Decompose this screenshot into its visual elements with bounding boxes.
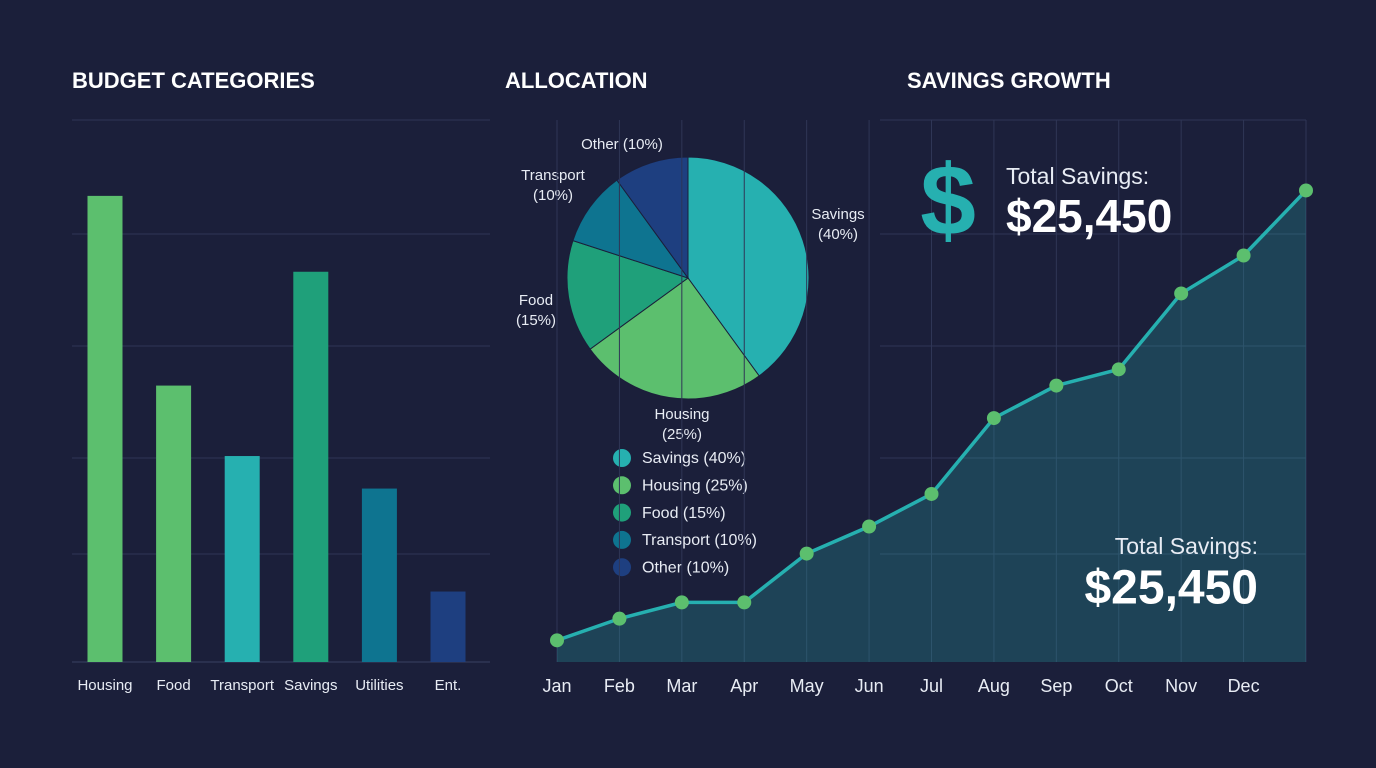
x-tick-label: Apr: [730, 676, 758, 696]
x-tick-label: Dec: [1228, 676, 1260, 696]
legend-swatch: [613, 530, 631, 549]
pie-slice: [589, 277, 760, 400]
slice-label: Food: [519, 292, 553, 309]
x-tick-label: Transport: [210, 677, 274, 694]
x-tick-label: May: [790, 676, 824, 696]
chart-title: SAVINGS GROWTH: [907, 68, 1111, 93]
x-tick-label: Jul: [920, 676, 943, 696]
bar: [293, 271, 329, 662]
legend-swatch: [613, 476, 631, 495]
area: [557, 190, 1306, 662]
x-tick-label: Mar: [666, 676, 697, 696]
point: [1049, 378, 1064, 393]
point: [1299, 183, 1313, 198]
bar: [430, 591, 466, 662]
point: [1174, 286, 1189, 301]
x-tick-label: Sep: [1040, 676, 1072, 696]
x-tick-label: Nov: [1165, 676, 1197, 696]
total-value: $25,450: [1084, 562, 1258, 615]
x-tick-label: Feb: [604, 676, 635, 696]
slice-label: (10%): [533, 187, 573, 204]
legend-label: Food (15%): [642, 505, 726, 522]
bar: [156, 385, 192, 662]
slice-label: Savings: [811, 206, 864, 223]
point: [550, 633, 564, 648]
legend-label: Savings (40%): [642, 450, 746, 467]
total-label: Total Savings:: [1006, 163, 1149, 189]
slice-label: Transport: [521, 167, 585, 184]
point: [674, 595, 689, 610]
x-tick-label: Oct: [1105, 676, 1133, 696]
point: [1111, 362, 1126, 377]
x-tick-label: Jan: [542, 676, 571, 696]
legend-swatch: [613, 449, 631, 467]
bar: [361, 488, 397, 662]
point: [737, 595, 752, 610]
pie-slice: [572, 179, 690, 279]
chart-title: BUDGET CATEGORIES: [72, 68, 315, 93]
legend-label: Other (10%): [642, 559, 729, 576]
pie-slice: [687, 156, 810, 377]
point: [862, 519, 877, 534]
x-tick-label: Utilities: [355, 677, 403, 694]
x-tick-label: Savings: [284, 677, 337, 694]
x-tick-label: Aug: [978, 676, 1010, 696]
total-value: $25,450: [1006, 190, 1172, 242]
x-tick-label: Jun: [855, 676, 884, 696]
pie-slice: [616, 156, 689, 280]
pie-slice: [566, 239, 690, 350]
legend-label: Housing (25%): [642, 478, 748, 495]
x-tick-label: Ent.: [435, 677, 462, 694]
bar: [224, 456, 260, 662]
bar: [87, 195, 123, 662]
point: [612, 611, 627, 626]
point: [1236, 248, 1251, 263]
legend-swatch: [613, 558, 631, 577]
slice-label: (15%): [516, 312, 556, 329]
slice-label: (40%): [818, 226, 858, 243]
total-label: Total Savings:: [1115, 533, 1258, 559]
x-tick-label: Food: [156, 677, 190, 694]
point: [986, 411, 1001, 426]
legend-label: Transport (10%): [642, 532, 757, 549]
legend-swatch: [613, 503, 631, 522]
x-tick-label: Housing: [77, 677, 132, 694]
chart-title: ALLOCATION: [505, 68, 648, 93]
point: [799, 546, 814, 561]
dollar-icon: $: [920, 144, 976, 256]
point: [924, 486, 939, 501]
slice-label: Other (10%): [581, 136, 663, 153]
